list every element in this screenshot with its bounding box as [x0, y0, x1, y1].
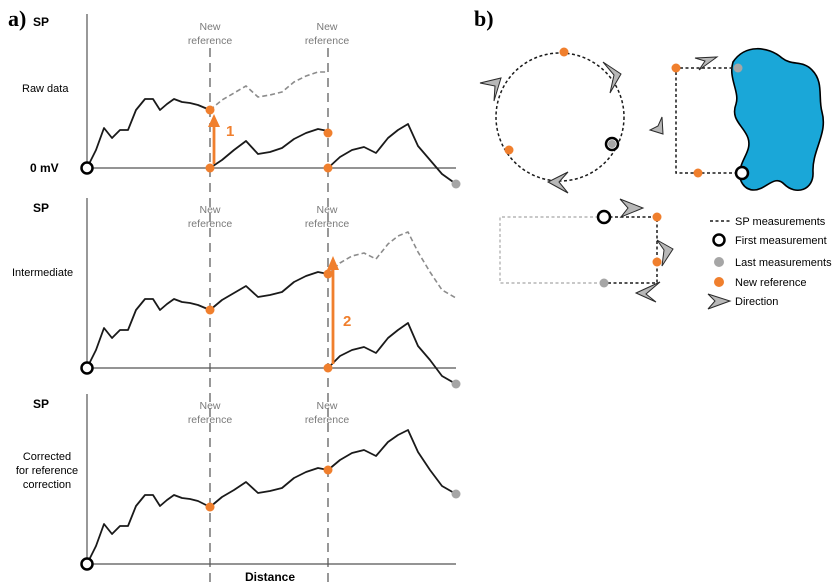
- water-body-survey-diagram: [648, 47, 825, 192]
- reference-label: reference: [305, 414, 350, 426]
- reference-label: reference: [188, 35, 233, 47]
- new-reference-dot: [323, 128, 333, 138]
- panel-b-letter: b): [474, 6, 494, 31]
- panel-b: b): [474, 6, 832, 310]
- direction-arrow-icon: [602, 61, 622, 94]
- new-reference-dot: [205, 163, 215, 173]
- legend-arrowhead-icon: [707, 293, 732, 310]
- sp-profile: [86, 98, 211, 169]
- sp-profile-shifted: [209, 71, 328, 111]
- direction-arrow-icon: [694, 56, 719, 71]
- reference-label: New: [199, 400, 220, 412]
- first-measurement-marker: [80, 361, 94, 375]
- water-body: [731, 47, 825, 192]
- legend-grey-dot-icon: [714, 257, 724, 267]
- direction-arrow-icon: [648, 116, 664, 135]
- new-reference-dot: [559, 47, 569, 57]
- direction-arrow-icon: [619, 198, 645, 219]
- row-label: Raw data: [22, 83, 69, 95]
- circular-survey-diagram: [479, 47, 625, 194]
- reference-labels: New reference New reference New referenc…: [188, 21, 350, 426]
- legend-label: SP measurements: [735, 216, 826, 228]
- new-reference-dot: [504, 145, 514, 155]
- y-axis-label: SP: [33, 15, 49, 29]
- new-reference-dot: [205, 305, 215, 315]
- y-axis-label: SP: [33, 397, 49, 411]
- sp-measurement-loop: [495, 52, 625, 182]
- sp-profile: [327, 123, 457, 185]
- reference-label: reference: [188, 414, 233, 426]
- first-measurement-marker: [604, 136, 620, 152]
- last-measurement-dot: [608, 140, 616, 148]
- new-reference-dot: [652, 212, 662, 222]
- correction-step-label: 2: [343, 313, 351, 330]
- new-reference-dot: [323, 269, 333, 279]
- direction-arrow-icon: [634, 281, 661, 303]
- last-measurement-dot: [733, 63, 743, 73]
- rectangular-survey-diagram: [499, 198, 674, 303]
- reference-label: New: [316, 400, 337, 412]
- reference-label: New: [316, 204, 337, 216]
- last-measurement-dot: [451, 179, 461, 189]
- correction-arrow-head: [208, 114, 220, 127]
- row-label: for reference: [16, 465, 78, 477]
- row-label: Intermediate: [12, 267, 73, 279]
- new-reference-dot: [205, 105, 215, 115]
- direction-arrow-icon: [656, 239, 674, 267]
- last-measurement-dot: [451, 379, 461, 389]
- panel-a-letter: a): [8, 6, 26, 31]
- row-label: Corrected: [23, 451, 71, 463]
- sp-profile: [327, 322, 457, 385]
- y-axis-label: SP: [33, 201, 49, 215]
- last-measurement-dot: [451, 489, 461, 499]
- sp-measurement-path: [604, 216, 658, 284]
- reference-label: reference: [188, 218, 233, 230]
- reference-label: New: [199, 21, 220, 33]
- panel-a: a) New reference New reference New refer…: [8, 6, 461, 584]
- direction-arrow-icon: [546, 171, 569, 194]
- first-measurement-marker: [80, 161, 94, 175]
- legend-label: New reference: [735, 277, 807, 289]
- legend-orange-dot-icon: [714, 277, 724, 287]
- row-raw-data: SP Raw data 0 mV 1: [22, 14, 461, 189]
- new-reference-dot: [693, 168, 703, 178]
- legend-black-ring-icon: [712, 233, 726, 247]
- zero-label: 0 mV: [30, 161, 59, 175]
- sp-profile: [209, 128, 329, 169]
- first-measurement-marker: [80, 557, 94, 571]
- row-intermediate: SP Intermediate 2: [12, 198, 461, 389]
- new-reference-dot: [652, 257, 662, 267]
- first-measurement-marker: [734, 165, 750, 181]
- first-measurement-marker: [596, 209, 612, 225]
- legend-label: Direction: [735, 296, 778, 308]
- legend-label: Last measurements: [735, 257, 832, 269]
- x-axis-label: Distance: [245, 570, 295, 584]
- sp-measurement-path-faded: [499, 216, 604, 284]
- new-reference-dot: [323, 363, 333, 373]
- legend-label: First measurement: [735, 235, 827, 247]
- sp-profile-shifted: [327, 231, 457, 299]
- new-reference-dot: [205, 502, 215, 512]
- row-corrected: SP Corrected for reference correction: [16, 394, 461, 571]
- direction-arrow-icon: [479, 77, 502, 102]
- sp-profile: [86, 429, 457, 565]
- correction-step-label: 1: [226, 123, 234, 140]
- new-reference-dot: [671, 63, 681, 73]
- new-reference-dot: [323, 163, 333, 173]
- reference-label: reference: [305, 218, 350, 230]
- correction-arrow-head: [327, 256, 339, 270]
- sp-profile: [86, 271, 329, 369]
- sp-measurement-path: [675, 67, 742, 174]
- reference-label: New: [199, 204, 220, 216]
- last-measurement-dot: [599, 278, 609, 288]
- reference-label: New: [316, 21, 337, 33]
- legend: SP measurements First measurement Last m…: [707, 216, 832, 310]
- reference-label: reference: [305, 35, 350, 47]
- new-reference-dot: [323, 465, 333, 475]
- row-label: correction: [23, 479, 71, 491]
